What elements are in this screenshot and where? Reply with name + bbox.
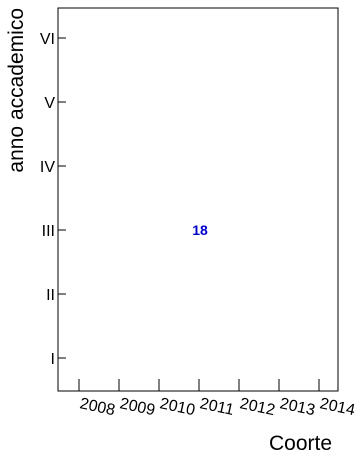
- cell-label-2011-III: 18: [192, 222, 208, 238]
- y-tick-label-III: III: [42, 223, 55, 240]
- x-tick-label-2009: 2009: [118, 395, 156, 419]
- plot-frame: [57, 7, 339, 392]
- x-tick-label-2008: 2008: [78, 395, 116, 419]
- y-tick-label-V: V: [44, 95, 55, 112]
- y-tick-label-I: I: [51, 351, 55, 368]
- x-tick-label-2010: 2010: [158, 395, 196, 419]
- y-tick-label-VI: VI: [40, 31, 55, 48]
- x-axis-title: Coorte: [269, 432, 332, 453]
- x-tick-label-2014: 2014: [318, 395, 356, 419]
- y-tick-label-II: II: [46, 287, 55, 304]
- x-tick-label-2013: 2013: [278, 395, 316, 419]
- y-axis-title: anno accademico: [5, 8, 28, 173]
- heatmap-cells: 18: [192, 222, 208, 238]
- x-tick-label-2012: 2012: [238, 395, 276, 419]
- x-axis-ticks: 2008 2009 2010 2011 2012 2013 2014: [78, 379, 357, 419]
- x-tick-label-2011: 2011: [198, 395, 235, 419]
- y-tick-label-IV: IV: [40, 159, 55, 176]
